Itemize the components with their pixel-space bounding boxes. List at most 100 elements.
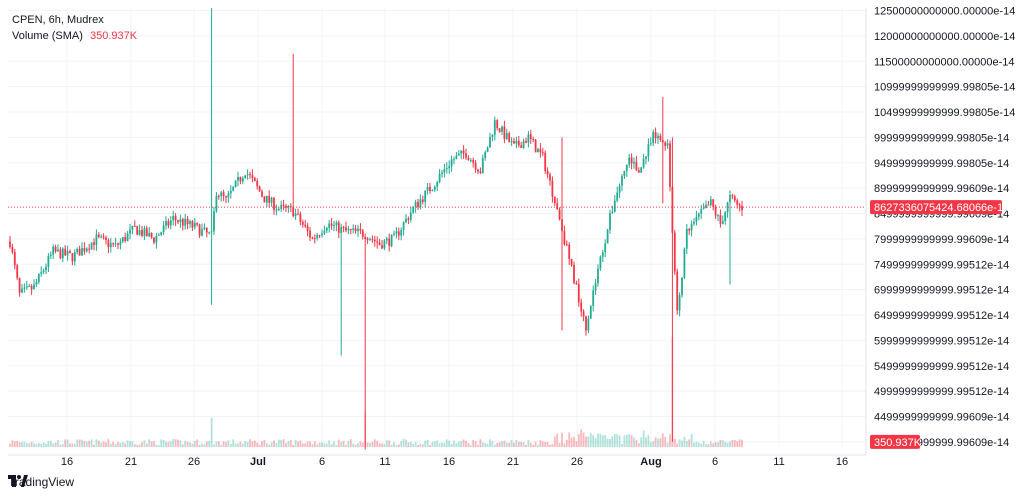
candle[interactable]	[510, 137, 513, 146]
candle[interactable]	[397, 227, 400, 241]
candle[interactable]	[721, 215, 724, 225]
candle[interactable]	[148, 227, 151, 238]
candle[interactable]	[162, 221, 165, 235]
candle[interactable]	[570, 258, 573, 267]
candle[interactable]	[414, 199, 417, 213]
candle[interactable]	[263, 196, 266, 203]
candle[interactable]	[100, 234, 103, 239]
candle[interactable]	[529, 129, 532, 144]
candle[interactable]	[431, 189, 434, 192]
candle[interactable]	[145, 225, 148, 237]
candle[interactable]	[328, 219, 331, 233]
candle[interactable]	[241, 176, 244, 185]
candle[interactable]	[256, 178, 259, 190]
candle[interactable]	[157, 232, 160, 236]
candle[interactable]	[347, 225, 350, 235]
candle[interactable]	[405, 214, 407, 224]
candle[interactable]	[54, 244, 57, 254]
candle[interactable]	[121, 236, 124, 244]
candle[interactable]	[217, 194, 220, 200]
candle[interactable]	[479, 167, 482, 175]
candle[interactable]	[649, 137, 652, 146]
candle[interactable]	[633, 157, 635, 169]
candle[interactable]	[637, 167, 640, 173]
candle[interactable]	[292, 53, 295, 218]
candle[interactable]	[604, 239, 607, 258]
candle[interactable]	[201, 223, 203, 237]
candle[interactable]	[640, 166, 643, 173]
candle[interactable]	[318, 234, 321, 239]
candle[interactable]	[448, 160, 451, 174]
candle[interactable]	[489, 132, 491, 148]
candle[interactable]	[436, 180, 439, 192]
candle[interactable]	[354, 224, 357, 234]
candle[interactable]	[316, 232, 319, 241]
candle[interactable]	[613, 194, 616, 213]
candle[interactable]	[426, 182, 429, 195]
candle[interactable]	[9, 235, 11, 249]
candle[interactable]	[438, 168, 441, 184]
candle[interactable]	[205, 227, 208, 238]
candle[interactable]	[477, 168, 479, 174]
candle[interactable]	[474, 159, 477, 173]
candle[interactable]	[534, 139, 537, 153]
candle[interactable]	[385, 236, 388, 245]
candle[interactable]	[609, 209, 611, 234]
candle[interactable]	[97, 232, 100, 239]
candle[interactable]	[467, 155, 470, 161]
candle[interactable]	[133, 220, 136, 227]
candle[interactable]	[642, 153, 645, 169]
candle[interactable]	[253, 176, 256, 182]
candle[interactable]	[707, 201, 710, 206]
candle[interactable]	[189, 219, 191, 229]
candle[interactable]	[659, 133, 662, 142]
candle[interactable]	[623, 170, 626, 179]
candle[interactable]	[705, 200, 707, 209]
candle[interactable]	[503, 120, 506, 144]
candle[interactable]	[21, 283, 23, 294]
candle[interactable]	[261, 189, 263, 198]
candle[interactable]	[153, 237, 155, 245]
tradingview-branding[interactable]: TradingView	[8, 475, 74, 489]
candle[interactable]	[575, 280, 578, 285]
candle[interactable]	[424, 190, 427, 208]
candle[interactable]	[112, 242, 115, 247]
candle[interactable]	[323, 225, 326, 236]
candle[interactable]	[73, 249, 76, 266]
candle[interactable]	[645, 156, 647, 165]
candle[interactable]	[131, 225, 134, 235]
candle[interactable]	[364, 233, 367, 450]
candle[interactable]	[493, 116, 496, 141]
candle[interactable]	[628, 153, 631, 168]
candle[interactable]	[443, 163, 446, 178]
candle[interactable]	[673, 229, 676, 275]
candle[interactable]	[333, 220, 335, 232]
candle[interactable]	[59, 247, 62, 260]
candle[interactable]	[244, 175, 247, 179]
candle[interactable]	[441, 169, 443, 178]
candle[interactable]	[23, 283, 26, 293]
candle[interactable]	[57, 244, 59, 252]
candle[interactable]	[366, 237, 369, 244]
candle[interactable]	[66, 245, 69, 261]
candle[interactable]	[678, 292, 681, 317]
candle[interactable]	[378, 238, 381, 246]
candle[interactable]	[172, 210, 175, 226]
candle[interactable]	[297, 208, 299, 216]
candle[interactable]	[45, 263, 47, 275]
candle[interactable]	[117, 242, 119, 249]
candle[interactable]	[294, 208, 297, 220]
candle[interactable]	[688, 227, 691, 236]
candle[interactable]	[330, 218, 333, 230]
candle[interactable]	[275, 204, 278, 216]
candle[interactable]	[741, 200, 743, 216]
candle[interactable]	[697, 212, 700, 221]
candle[interactable]	[407, 216, 410, 225]
candle[interactable]	[198, 223, 201, 239]
candle[interactable]	[498, 128, 501, 133]
candle[interactable]	[484, 150, 487, 161]
candle[interactable]	[184, 213, 187, 230]
candle[interactable]	[208, 231, 211, 235]
candle[interactable]	[88, 243, 91, 254]
